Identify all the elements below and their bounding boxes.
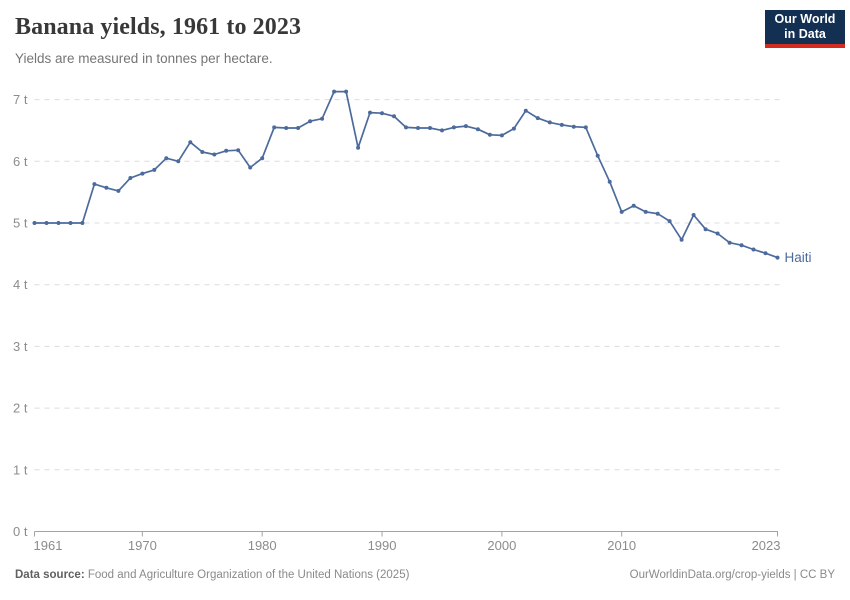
data-point: [212, 152, 217, 157]
x-tick-label: 1961: [34, 538, 63, 553]
x-tick-label: 1990: [368, 538, 397, 553]
y-tick-label: 4 t: [13, 277, 28, 292]
data-point: [667, 219, 672, 224]
y-tick-label: 1 t: [13, 462, 28, 477]
data-point: [164, 156, 169, 161]
y-tick-label: 2 t: [13, 401, 28, 416]
x-tick-label: 2023: [752, 538, 781, 553]
owid-url-credit: OurWorldinData.org/crop-yields | CC BY: [629, 569, 835, 581]
data-point: [727, 240, 732, 245]
data-point: [44, 221, 49, 225]
data-point: [32, 221, 37, 225]
data-point: [200, 150, 205, 154]
y-tick-label: 0 t: [13, 524, 28, 539]
data-point: [284, 126, 289, 130]
data-point: [463, 124, 468, 129]
data-point: [715, 231, 720, 236]
data-point: [571, 124, 576, 129]
series-label: Haiti: [785, 250, 812, 265]
y-tick-label: 7 t: [13, 92, 28, 107]
data-point: [595, 153, 600, 158]
data-point: [320, 116, 325, 121]
data-point: [332, 89, 337, 94]
chart-subtitle: Yields are measured in tonnes per hectar…: [15, 51, 273, 66]
data-point: [679, 237, 684, 242]
data-point: [140, 171, 145, 176]
data-point: [188, 140, 193, 145]
data-point: [631, 203, 636, 208]
data-line: [33, 90, 779, 259]
data-point: [248, 165, 253, 170]
y-tick-label: 3 t: [13, 339, 28, 354]
data-point: [380, 111, 384, 116]
data-point: [523, 108, 528, 113]
data-source-label: Data source:: [15, 569, 85, 581]
data-point: [751, 247, 756, 252]
data-point: [308, 119, 313, 124]
data-point: [368, 110, 372, 115]
data-point: [92, 182, 97, 187]
data-point: [116, 188, 121, 193]
data-point: [272, 125, 277, 130]
data-point: [451, 125, 456, 130]
data-point: [691, 213, 696, 217]
chart-footer: Data source: Food and Agriculture Organi…: [15, 569, 835, 581]
data-point: [224, 148, 229, 153]
data-point: [655, 211, 660, 216]
data-point: [559, 122, 564, 127]
data-point: [392, 114, 396, 119]
x-tick-label: 1980: [248, 538, 277, 553]
data-point: [296, 126, 301, 130]
data-point: [643, 209, 648, 214]
chart-title: Banana yields, 1961 to 2023: [15, 14, 302, 40]
data-point: [416, 126, 420, 130]
x-tick-label: 2010: [607, 538, 636, 553]
data-point: [344, 89, 349, 94]
data-point: [607, 179, 612, 184]
data-point: [475, 127, 480, 132]
data-point: [703, 227, 708, 232]
data-point: [68, 221, 73, 225]
data-point: [535, 116, 540, 121]
data-point: [428, 126, 432, 130]
data-point: [404, 125, 408, 130]
data-point: [128, 176, 133, 180]
data-source-text: Food and Agriculture Organization of the…: [84, 569, 410, 581]
x-tick-label: 2000: [487, 538, 516, 553]
data-point: [763, 251, 768, 256]
owid-logo-line1: Our World: [774, 12, 836, 26]
data-point: [80, 221, 85, 225]
data-point: [236, 148, 241, 153]
data-point: [547, 120, 552, 125]
data-point: [260, 156, 265, 161]
data-point: [619, 209, 624, 214]
owid-logo-line2: in Data: [784, 27, 826, 41]
data-point: [152, 167, 157, 172]
x-tick-label: 1970: [128, 538, 157, 553]
data-point: [487, 132, 492, 137]
data-point: [775, 255, 780, 260]
data-point: [104, 185, 109, 190]
data-point: [356, 145, 361, 150]
data-point: [583, 125, 588, 130]
data-source-note: Data source: Food and Agriculture Organi…: [15, 569, 409, 581]
data-point: [499, 133, 504, 138]
data-point: [176, 159, 181, 164]
data-point: [440, 128, 444, 133]
owid-logo: Our World in Data: [765, 10, 845, 48]
y-tick-label: 5 t: [13, 216, 28, 231]
data-point: [56, 221, 61, 225]
data-point: [739, 243, 744, 248]
data-point: [511, 126, 516, 131]
y-tick-label: 6 t: [13, 154, 28, 169]
